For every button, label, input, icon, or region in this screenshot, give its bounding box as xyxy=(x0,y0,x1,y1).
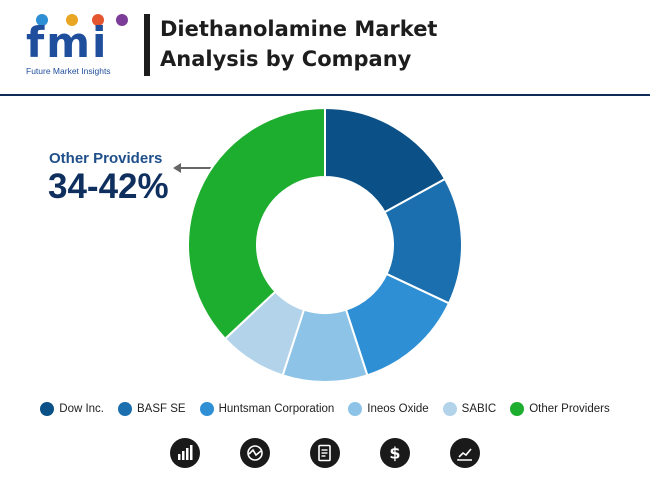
title-line-2: Analysis by Company xyxy=(160,47,412,71)
document-icon[interactable] xyxy=(310,438,340,468)
legend-item: Huntsman Corporation xyxy=(199,402,335,416)
line-trend-icon[interactable] xyxy=(240,438,270,468)
callout-arrow-head-icon xyxy=(173,163,181,173)
legend-label: Ineos Oxide xyxy=(367,403,429,415)
logo-dot-icon xyxy=(36,14,48,26)
legend-swatch xyxy=(118,402,133,416)
legend-label: SABIC xyxy=(461,403,497,415)
logo-dot-icon xyxy=(116,14,128,26)
legend-swatch xyxy=(348,402,363,416)
callout-label: Other Providers xyxy=(49,150,163,167)
svg-text:$: $ xyxy=(389,444,400,462)
footer-icons: $ xyxy=(0,438,650,470)
legend-swatch xyxy=(199,402,214,416)
title-line-1: Diethanolamine Market xyxy=(160,17,438,41)
fmi-logo: fmi Future Market Insights xyxy=(22,14,140,80)
logo-dot-icon xyxy=(92,14,104,26)
logo-dot-icon xyxy=(66,14,78,26)
legend-item: Dow Inc. xyxy=(40,402,104,416)
logo-tagline: Future Market Insights xyxy=(26,66,111,76)
legend-item: Other Providers xyxy=(510,402,610,416)
donut-chart xyxy=(187,106,463,383)
legend-swatch xyxy=(510,402,525,416)
legend-swatch xyxy=(40,402,55,416)
callout-value: 34-42% xyxy=(48,167,169,206)
legend-item: SABIC xyxy=(442,402,497,416)
callout-arrow xyxy=(180,167,213,169)
legend-label: BASF SE xyxy=(137,403,186,415)
legend-label: Huntsman Corporation xyxy=(218,403,335,415)
dollar-icon[interactable]: $ xyxy=(380,438,410,468)
legend-label: Dow Inc. xyxy=(59,403,105,415)
logo-text: fmi xyxy=(26,18,109,67)
title-divider xyxy=(144,14,150,76)
donut-slice-other-providers xyxy=(187,106,326,341)
donut-slice-dow-inc xyxy=(324,106,447,214)
legend-item: Ineos Oxide xyxy=(348,402,429,416)
growth-chart-icon[interactable] xyxy=(450,438,480,468)
legend-item: BASF SE xyxy=(118,402,186,416)
chart-legend: Dow Inc. BASF SE Huntsman Corporation Ineos… xyxy=(0,399,650,419)
bar-chart-icon[interactable] xyxy=(170,438,200,468)
legend-label: Other Providers xyxy=(529,403,610,415)
legend-swatch xyxy=(442,402,457,416)
header-rule xyxy=(0,94,650,96)
header: fmi Future Market Insights Diethanolamin… xyxy=(0,0,650,92)
page-title: Diethanolamine Market Analysis by Compan… xyxy=(160,14,437,74)
